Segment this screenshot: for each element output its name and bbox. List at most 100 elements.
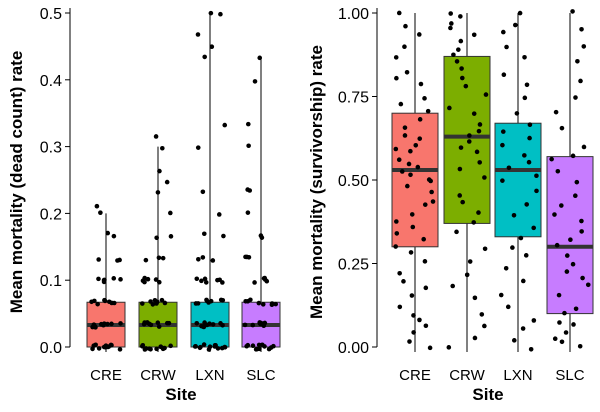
right-point bbox=[563, 330, 569, 335]
left-point bbox=[194, 320, 200, 326]
right-point bbox=[408, 148, 413, 154]
right-point bbox=[500, 178, 505, 183]
left-x-tick-label: SLC bbox=[246, 367, 275, 384]
right-point bbox=[581, 144, 587, 150]
right-point bbox=[531, 225, 536, 231]
right-point bbox=[476, 210, 481, 215]
right-point bbox=[564, 269, 570, 274]
right-point bbox=[418, 81, 424, 87]
left-point bbox=[168, 234, 174, 239]
right-point bbox=[500, 129, 506, 134]
right-point bbox=[527, 122, 533, 128]
left-panel: 0.0 0.1 0.2 0.3 0.4 0.5 CRE CRW LXN SLC Site Mea… bbox=[7, 6, 281, 404]
right-point bbox=[423, 285, 429, 291]
right-point bbox=[528, 346, 534, 352]
right-y-ticks: 0.00 0.25 0.50 0.75 1.00 bbox=[338, 6, 377, 357]
right-point bbox=[402, 125, 408, 130]
right-point bbox=[405, 183, 410, 189]
left-y-tick-label: 0.1 bbox=[40, 273, 62, 290]
right-x-axis-title: Site bbox=[472, 385, 503, 404]
right-point bbox=[393, 55, 399, 60]
right-point bbox=[413, 142, 419, 148]
left-point bbox=[144, 320, 150, 325]
right-point bbox=[501, 29, 506, 35]
right-point bbox=[397, 304, 403, 310]
right-x-ticks: CRE CRW LXN SLC bbox=[399, 347, 585, 384]
left-point bbox=[268, 345, 274, 350]
left-point bbox=[257, 55, 263, 61]
right-point bbox=[556, 292, 562, 298]
right-point bbox=[575, 58, 580, 64]
left-point bbox=[210, 258, 216, 263]
left-y-ticks: 0.0 0.1 0.2 0.3 0.4 0.5 bbox=[40, 6, 70, 357]
left-point bbox=[160, 255, 166, 261]
right-point bbox=[467, 133, 472, 138]
left-y-tick-label: 0.0 bbox=[40, 340, 62, 357]
left-point bbox=[105, 230, 111, 236]
right-point bbox=[467, 259, 473, 264]
left-point bbox=[156, 255, 162, 261]
right-point bbox=[394, 231, 400, 236]
left-point bbox=[202, 276, 208, 282]
left-point bbox=[222, 122, 228, 128]
right-point bbox=[514, 111, 520, 116]
right-point bbox=[415, 164, 421, 170]
left-point bbox=[250, 343, 256, 349]
left-point bbox=[109, 342, 114, 348]
right-point bbox=[510, 245, 515, 250]
left-point bbox=[96, 346, 102, 351]
right-point bbox=[482, 246, 488, 252]
right-point bbox=[459, 75, 465, 81]
left-y-axis-title: Mean mortality (dead count) rate bbox=[7, 51, 26, 314]
right-point bbox=[578, 78, 583, 84]
right-point bbox=[403, 23, 408, 29]
left-point bbox=[250, 322, 256, 328]
left-point bbox=[248, 297, 253, 303]
right-point bbox=[474, 149, 480, 155]
right-point bbox=[417, 117, 423, 122]
right-point bbox=[396, 10, 402, 16]
left-point bbox=[256, 300, 262, 306]
left-point bbox=[210, 322, 216, 327]
right-point bbox=[426, 177, 432, 182]
left-point bbox=[253, 347, 259, 352]
left-point bbox=[147, 346, 152, 351]
left-point bbox=[208, 10, 214, 16]
left-point bbox=[168, 343, 173, 349]
right-point bbox=[559, 203, 564, 208]
right-point bbox=[534, 173, 539, 179]
left-point bbox=[245, 210, 251, 215]
right-y-tick-label: 1.00 bbox=[338, 6, 369, 23]
right-point bbox=[580, 275, 585, 281]
left-point bbox=[218, 11, 223, 17]
left-point bbox=[259, 342, 265, 348]
right-x-tick-label: CRE bbox=[399, 367, 431, 384]
right-point bbox=[524, 82, 530, 88]
right-point bbox=[397, 270, 402, 276]
left-point bbox=[196, 256, 201, 262]
left-point bbox=[201, 231, 207, 237]
right-point bbox=[398, 101, 404, 107]
right-point bbox=[534, 188, 539, 194]
left-point bbox=[259, 235, 265, 240]
right-point bbox=[522, 95, 528, 101]
left-point bbox=[143, 346, 149, 351]
left-point bbox=[200, 189, 206, 195]
right-point bbox=[422, 202, 428, 207]
right-point bbox=[409, 212, 415, 217]
right-point bbox=[573, 193, 578, 198]
left-x-tick-label: LXN bbox=[195, 367, 224, 384]
right-point bbox=[466, 139, 472, 144]
right-point bbox=[450, 283, 456, 289]
left-point bbox=[203, 280, 209, 285]
right-boxes bbox=[391, 13, 594, 347]
right-x-tick-label: SLC bbox=[555, 367, 584, 384]
left-point bbox=[202, 54, 207, 60]
left-point bbox=[195, 301, 201, 306]
left-point bbox=[155, 320, 161, 326]
left-point bbox=[244, 254, 250, 260]
right-point bbox=[524, 202, 530, 207]
right-x-tick-label: LXN bbox=[503, 367, 532, 384]
left-point bbox=[197, 345, 203, 351]
right-point bbox=[577, 343, 583, 349]
